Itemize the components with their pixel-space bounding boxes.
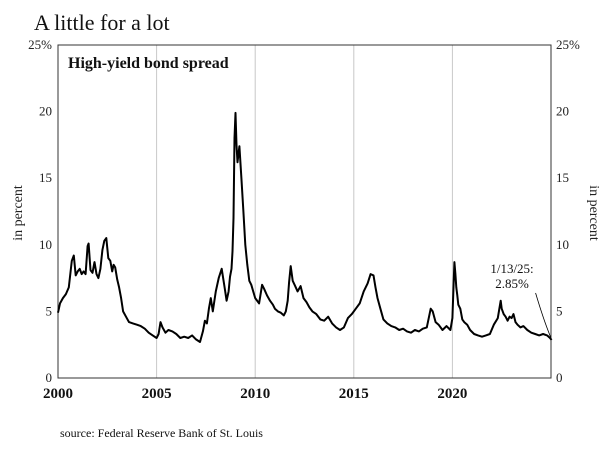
x-tick-2015: 2015 [339,386,369,402]
y-right-tick-labels: 0 5 10 15 20 25% [556,37,580,385]
annotation-leader-line [535,292,551,338]
y-right-tick-25: 25% [556,37,580,52]
plot-frame [57,44,552,379]
y-right-tick-0: 0 [556,370,563,385]
y-right-tick-15: 15 [556,170,569,185]
y-left-tick-10: 10 [39,237,52,252]
y-axis-title-left: in percent [11,185,26,241]
series-line-high-yield-spread [57,111,553,343]
chart-title: A little for a lot [34,10,170,35]
source-note: source: Federal Reserve Bank of St. Loui… [60,426,263,440]
x-tick-2000: 2000 [43,386,73,402]
y-right-tick-10: 10 [556,237,569,252]
y-left-tick-labels: 0 5 10 15 20 25% [28,37,52,385]
x-tick-labels: 2000 2005 2010 2015 2020 [43,386,467,402]
series-label: High-yield bond spread [68,55,229,72]
y-axis-title-right: in percent [586,185,601,241]
y-left-tick-25: 25% [28,37,52,52]
x-tick-2010: 2010 [240,386,270,402]
annotation-date: 1/13/25: [490,261,533,276]
y-left-tick-5: 5 [46,303,53,318]
grid-layer [156,45,453,378]
y-left-tick-20: 20 [39,104,52,119]
y-left-tick-15: 15 [39,170,52,185]
x-tick-2020: 2020 [437,386,467,402]
y-left-tick-0: 0 [46,370,53,385]
y-right-tick-20: 20 [556,104,569,119]
y-right-tick-5: 5 [556,303,563,318]
annotation-value: 2.85% [495,276,529,291]
x-tick-2005: 2005 [142,386,172,402]
